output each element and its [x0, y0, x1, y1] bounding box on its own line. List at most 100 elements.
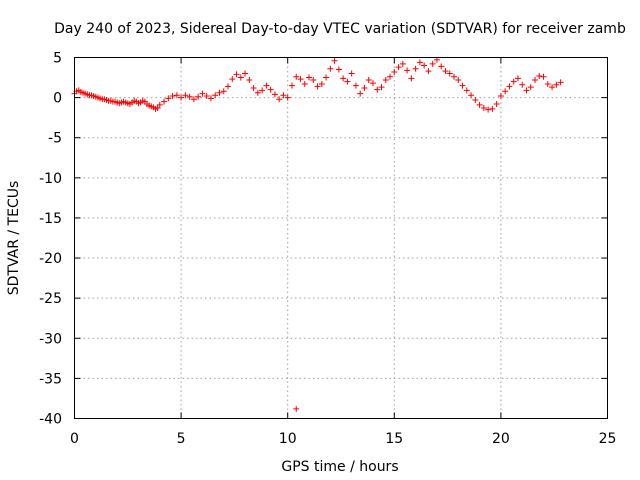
data-point: [216, 89, 223, 96]
x-tick-labels: 0 5 10 15 20 25: [70, 431, 616, 447]
y-tick-label: -35: [39, 371, 62, 387]
data-point: [344, 78, 351, 85]
data-point: [446, 70, 453, 77]
y-tick-label: -10: [39, 171, 62, 187]
data-point: [165, 95, 172, 102]
data-point: [442, 68, 449, 75]
data-point: [207, 95, 214, 102]
x-axis-label: GPS time / hours: [281, 459, 398, 475]
data-point: [190, 96, 197, 103]
data-point: [237, 74, 244, 81]
data-point: [493, 101, 500, 108]
data-point: [519, 81, 526, 88]
data-point: [186, 93, 193, 100]
data-point: [161, 98, 168, 105]
data-point: [378, 84, 385, 91]
data-point: [412, 65, 419, 72]
data-point: [361, 84, 368, 91]
data-point: [335, 66, 342, 73]
data-point: [327, 65, 334, 72]
data-point: [450, 73, 457, 80]
grid: [74, 57, 608, 419]
y-tick-label: -25: [39, 291, 62, 307]
data-point: [540, 73, 547, 80]
data-point: [404, 67, 411, 74]
data-point: [284, 94, 291, 101]
data-point: [203, 93, 210, 100]
x-tick-label: 0: [70, 431, 79, 447]
data-point: [212, 92, 219, 99]
data-point: [169, 93, 176, 100]
data-point: [502, 88, 509, 95]
data-point: [489, 105, 496, 112]
data-point: [225, 83, 232, 90]
data-point: [399, 60, 406, 67]
data-point: [429, 60, 436, 67]
data-point: [544, 80, 551, 87]
data-point: [318, 80, 325, 87]
data-point: [246, 76, 253, 83]
data-point: [229, 76, 236, 83]
data-point: [497, 93, 504, 100]
axis-ticks: [74, 57, 608, 419]
y-tick-label: -40: [39, 412, 62, 428]
data-point: [532, 76, 539, 83]
data-point: [352, 82, 359, 89]
data-point: [301, 80, 308, 87]
data-point: [510, 78, 517, 85]
data-point: [557, 79, 564, 86]
data-point: [485, 106, 492, 113]
data-point: [514, 75, 521, 82]
data-point: [536, 72, 543, 79]
data-point: [421, 62, 428, 69]
data-point: [348, 70, 355, 77]
data-point: [310, 76, 317, 83]
data-point: [382, 76, 389, 83]
data-point: [280, 92, 287, 99]
data-point: [357, 90, 364, 97]
data-point: [425, 68, 432, 75]
plot-frame: [74, 57, 608, 419]
data-point: [233, 71, 240, 78]
data-point: [173, 92, 180, 99]
data-point: [297, 76, 304, 83]
data-point: [267, 86, 274, 93]
data-point: [271, 91, 278, 98]
data-point: [293, 73, 300, 80]
data-point: [459, 82, 466, 89]
data-point: [254, 89, 261, 96]
x-tick-label: 20: [492, 431, 510, 447]
data-point: [178, 94, 185, 101]
data-point: [480, 105, 487, 112]
y-tick-labels: 5 0 -5 -10 -15 -20 -25 -30 -35 -40: [39, 51, 62, 428]
y-tick-label: -20: [39, 251, 62, 267]
data-point: [195, 93, 202, 100]
data-point: [263, 82, 270, 89]
data-point: [340, 75, 347, 82]
y-tick-label: -15: [39, 211, 62, 227]
data-point: [365, 76, 372, 83]
data-point: [527, 84, 534, 91]
data-point: [463, 87, 470, 94]
data-point: [455, 76, 462, 83]
data-points: [71, 56, 564, 412]
data-point: [242, 70, 249, 77]
data-point: [408, 75, 415, 82]
x-tick-label: 5: [177, 431, 186, 447]
data-point: [314, 83, 321, 90]
data-point: [323, 74, 330, 81]
y-tick-label: -30: [39, 331, 62, 347]
data-point: [331, 57, 338, 64]
data-point: [306, 74, 313, 81]
data-point: [416, 59, 423, 66]
chart-title: Day 240 of 2023, Sidereal Day-to-day VTE…: [54, 21, 626, 37]
data-point: [288, 82, 295, 89]
y-axis-label: SDTVAR / TECUs: [6, 181, 22, 296]
data-point: [369, 80, 376, 87]
data-point: [476, 101, 483, 108]
data-point: [250, 84, 257, 91]
y-tick-label: -5: [48, 131, 62, 147]
data-point: [387, 73, 394, 80]
data-point: [468, 92, 475, 99]
